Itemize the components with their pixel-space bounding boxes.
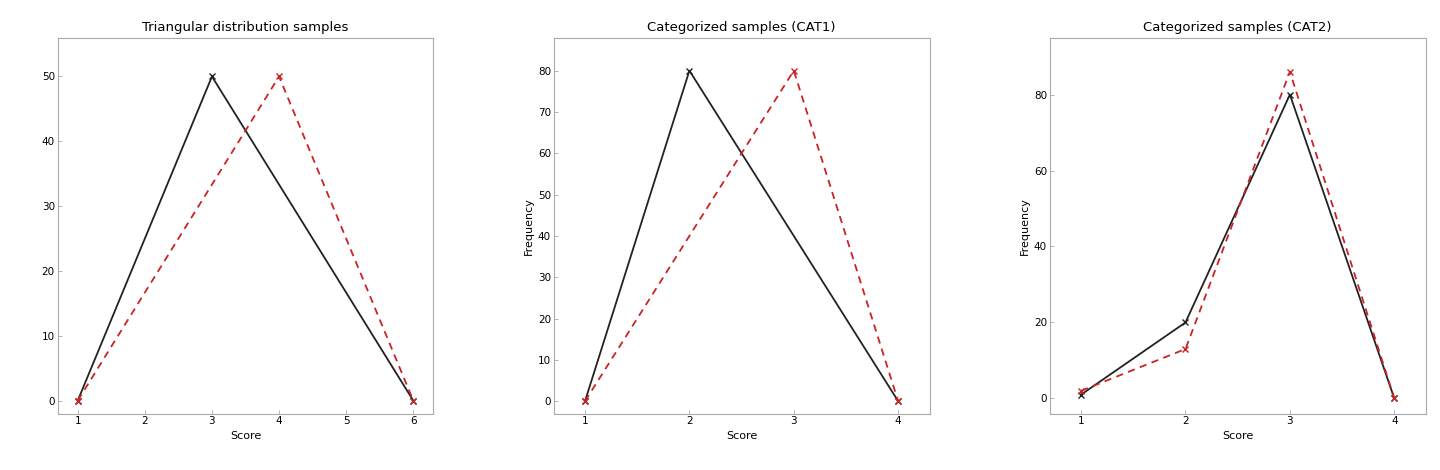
X-axis label: Score: Score xyxy=(1223,431,1253,440)
Title: Triangular distribution samples: Triangular distribution samples xyxy=(143,21,348,34)
Y-axis label: Frequency: Frequency xyxy=(524,196,534,255)
Title: Categorized samples (CAT1): Categorized samples (CAT1) xyxy=(648,21,835,34)
X-axis label: Score: Score xyxy=(230,431,261,440)
X-axis label: Score: Score xyxy=(726,431,757,440)
Title: Categorized samples (CAT2): Categorized samples (CAT2) xyxy=(1143,21,1332,34)
Y-axis label: Frequency: Frequency xyxy=(1020,196,1030,255)
